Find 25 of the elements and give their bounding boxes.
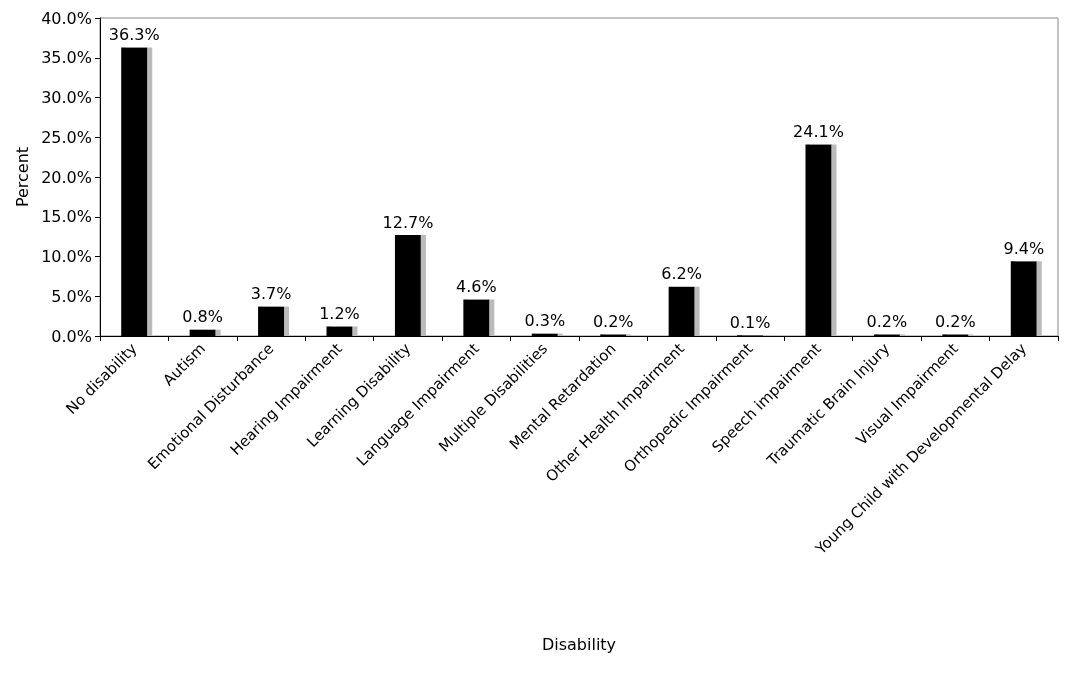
y-tick-label: 20.0% bbox=[41, 167, 92, 187]
y-tick-label: 25.0% bbox=[41, 127, 92, 147]
y-tick-label: 5.0% bbox=[51, 286, 92, 306]
data-label: 0.8% bbox=[182, 307, 223, 327]
y-tick-label: 0.0% bbox=[51, 326, 92, 346]
data-label: 1.2% bbox=[319, 303, 360, 323]
data-label: 4.6% bbox=[456, 276, 497, 296]
data-label: 0.2% bbox=[592, 311, 634, 331]
data-label: 0.2% bbox=[866, 311, 908, 331]
data-label: 6.2% bbox=[661, 264, 702, 284]
data-label: 0.3% bbox=[524, 311, 566, 331]
data-label: 36.3% bbox=[108, 24, 160, 44]
y-tick-label: 30.0% bbox=[41, 88, 92, 107]
data-label: 0.1% bbox=[729, 312, 771, 332]
x-axis-title: Disability bbox=[541, 634, 617, 654]
data-label: 24.1% bbox=[793, 121, 844, 141]
data-label: 0.2% bbox=[935, 311, 976, 331]
y-tick-label: 35.0% bbox=[41, 48, 92, 68]
data-label: 3.7% bbox=[250, 284, 292, 304]
y-tick-label: 15.0% bbox=[41, 207, 92, 227]
data-label: 12.7% bbox=[382, 212, 434, 232]
data-label: 9.4% bbox=[1003, 238, 1045, 258]
y-tick-label: 40.0% bbox=[41, 8, 92, 28]
y-axis-title: Percent bbox=[12, 146, 32, 208]
y-tick-label: 10.0% bbox=[41, 247, 92, 266]
